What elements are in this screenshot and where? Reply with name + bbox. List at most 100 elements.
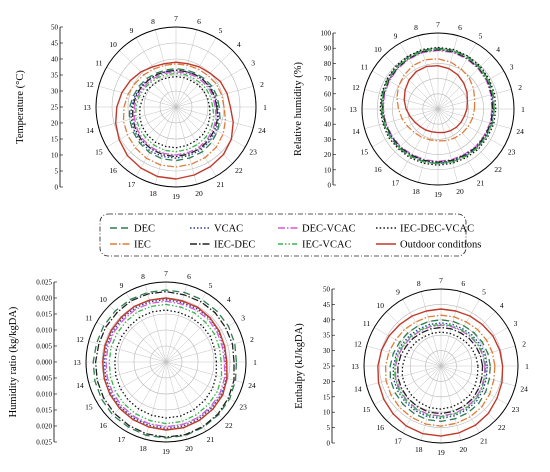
outer-ring: [95, 26, 257, 188]
legend-label: DEC-VCAC: [302, 224, 356, 235]
hour-label: 19: [437, 448, 445, 457]
grid-spoke: [440, 365, 480, 433]
tick-label: 0.005: [36, 343, 52, 351]
hour-label: 3: [241, 314, 245, 323]
legend-label: IEC-DEC: [214, 240, 255, 251]
hour-label: 5: [479, 31, 483, 40]
tick-label: 0.015: [36, 407, 52, 415]
hour-label: 3: [510, 63, 514, 72]
hour-label: 21: [480, 436, 488, 445]
hour-label: 23: [508, 148, 516, 157]
grid-spoke: [384, 55, 439, 110]
hour-label: 1: [253, 358, 257, 367]
grid-spoke: [165, 361, 236, 403]
tick-label: 30: [51, 88, 59, 96]
hour-label: 22: [498, 423, 506, 432]
grid-spoke: [386, 365, 442, 421]
hour-label: 5: [482, 288, 486, 297]
tick-label: 40: [324, 121, 332, 129]
hour-label: 18: [149, 189, 157, 198]
hour-label: 18: [139, 444, 147, 453]
hour-label: 5: [219, 26, 223, 35]
series-outdoor-conditions: [114, 61, 234, 180]
hour-label: 16: [99, 421, 107, 430]
series-outdoor-conditions: [403, 64, 469, 134]
axis-title: Enthalpy (kJ/kgDA): [294, 323, 305, 409]
grid-spoke: [366, 345, 442, 367]
grid-spoke: [135, 37, 177, 108]
series-dec: [389, 319, 491, 423]
series-vcac: [103, 298, 227, 430]
grid-spoke: [155, 106, 177, 185]
grid-spoke: [374, 327, 442, 367]
grid-spoke: [98, 106, 177, 128]
series-iec-dec: [397, 326, 484, 415]
grid-spoke: [402, 365, 442, 433]
grid-spoke: [440, 327, 508, 367]
hour-label: 10: [99, 295, 107, 304]
hour-label: 20: [456, 187, 464, 196]
legend-box: [99, 213, 467, 257]
series-dec-vcac: [105, 300, 226, 428]
tick-label: 0.025: [36, 279, 52, 287]
hour-label: 4: [496, 45, 500, 54]
grid-spoke: [165, 341, 244, 363]
hour-label: 7: [439, 276, 443, 285]
tick-label: 0.010: [36, 327, 52, 335]
axis-title: Temperature (°C): [15, 70, 26, 144]
tick-label: 15: [323, 393, 331, 401]
hour-label: 22: [494, 165, 502, 174]
grid-spoke: [165, 361, 207, 432]
hour-label: 12: [86, 80, 94, 89]
hour-label: 16: [374, 165, 382, 174]
tick-label: 50: [323, 286, 331, 294]
legend: DEC VCAC DEC-VCAC IEC-DEC-VCAC IEC IEC-DEC IEC…: [99, 213, 481, 257]
grid-spoke: [440, 311, 496, 367]
grid-spoke: [119, 50, 177, 108]
legend-label: Outdoor conditions: [400, 240, 481, 251]
hour-label: 14: [86, 126, 94, 135]
grid-spoke: [165, 292, 207, 363]
hour-label: 21: [217, 180, 225, 189]
hour-label: 2: [518, 83, 522, 92]
hour-label: 9: [130, 26, 134, 35]
series-iec-dec-vcac: [401, 331, 479, 410]
grid-spoke: [175, 29, 197, 108]
tick-label: 30: [324, 136, 332, 144]
grid-spoke: [437, 35, 458, 110]
hour-label: 6: [197, 17, 201, 26]
tick-label: 70: [324, 75, 332, 83]
hour-label: 11: [363, 319, 370, 328]
hour-label: 15: [95, 148, 103, 157]
hour-label: 24: [258, 126, 266, 135]
hour-label: 14: [76, 381, 84, 390]
hour-label: 6: [461, 279, 465, 288]
grid-spoke: [96, 361, 167, 403]
hour-label: 20: [460, 445, 468, 454]
grid-spoke: [175, 106, 254, 128]
grid-spoke: [384, 108, 439, 163]
grid-spoke: [135, 106, 177, 177]
hour-label: 11: [95, 59, 102, 68]
tick-label: 0.000: [36, 359, 52, 367]
series-iec: [122, 63, 227, 168]
tick-label: 40: [51, 56, 59, 64]
hour-label: 20: [195, 189, 203, 198]
hour-label: 21: [477, 179, 485, 188]
tick-label: 5: [327, 424, 331, 432]
hour-label: 10: [109, 40, 117, 49]
series-iec-dec: [94, 290, 235, 438]
hour-label: 16: [376, 423, 384, 432]
hour-label: 2: [250, 335, 254, 344]
tick-label: 20: [51, 120, 59, 128]
tick-label: 45: [323, 301, 331, 309]
grid-spoke: [155, 29, 177, 108]
hour-label: 24: [516, 127, 524, 136]
hour-label: 13: [351, 362, 359, 371]
hour-label: 11: [361, 63, 368, 72]
series-dec: [128, 67, 221, 162]
